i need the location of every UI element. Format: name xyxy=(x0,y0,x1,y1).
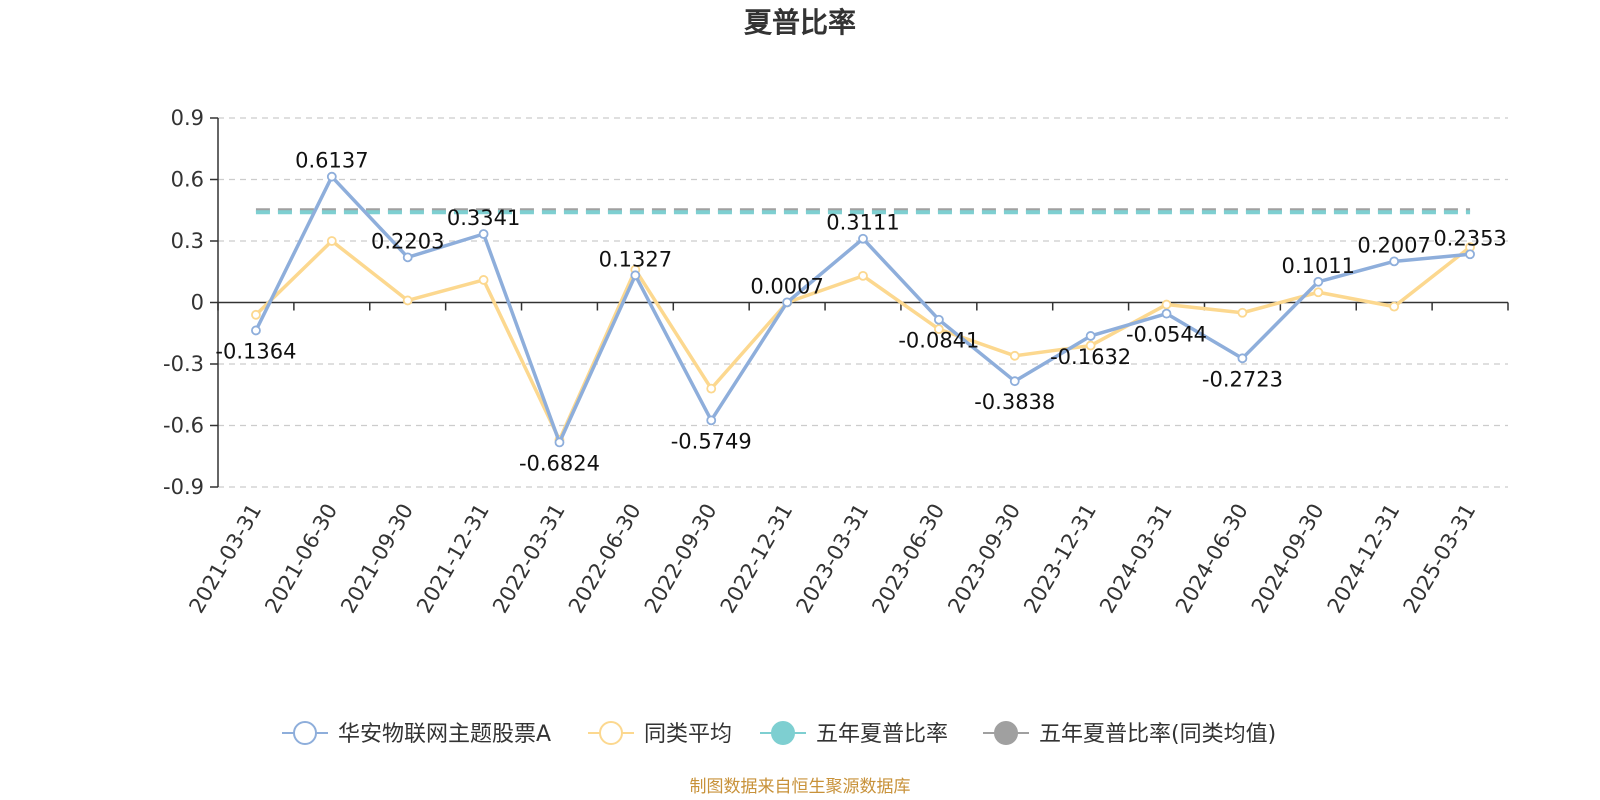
data-label: -0.1364 xyxy=(215,339,296,363)
data-label: 0.1327 xyxy=(599,247,672,271)
legend-marker xyxy=(599,721,623,745)
data-label: 0.2353 xyxy=(1433,226,1506,250)
series-1-point xyxy=(1389,301,1400,312)
axes: 0.9 0.6 0.3 0 -0.3 -0.6 -0.92021-03-312021-06-… xyxy=(163,106,1509,618)
series-1-point xyxy=(933,324,944,335)
x-tick-label: 2021-03-31 xyxy=(184,500,266,618)
series-0-point xyxy=(402,252,413,263)
series-1-point xyxy=(1161,299,1172,310)
series-1-point xyxy=(858,270,868,281)
legend-marker xyxy=(293,721,317,745)
x-tick-label: 2022-06-30 xyxy=(564,500,646,618)
series-1-point xyxy=(402,295,413,306)
series-0-point xyxy=(478,229,489,239)
x-tick-label: 2024-09-30 xyxy=(1247,500,1329,618)
series-0-point xyxy=(1161,308,1172,319)
data-label: 0.2203 xyxy=(371,229,444,253)
series-0-point xyxy=(858,233,868,244)
data-label: -0.0544 xyxy=(1126,323,1207,347)
x-tick-label: 2024-12-31 xyxy=(1323,500,1405,618)
series-1-point xyxy=(706,383,717,394)
data-label: -0.6824 xyxy=(519,451,600,475)
series-lines xyxy=(251,171,1475,448)
data-label: 0.3341 xyxy=(447,206,520,230)
data-label: -0.5749 xyxy=(671,429,752,453)
series-0-point xyxy=(933,314,944,325)
x-tick-label: 2022-12-31 xyxy=(716,500,798,618)
series-1-point xyxy=(251,309,261,320)
series-1-point xyxy=(326,236,337,246)
series-0-point xyxy=(1237,353,1248,364)
series-0-point xyxy=(1085,331,1096,341)
series-1-point xyxy=(1009,350,1020,361)
x-tick-label: 2022-09-30 xyxy=(640,500,722,618)
series-0-point xyxy=(1313,276,1324,287)
x-tick-label: 2022-03-31 xyxy=(488,500,570,618)
x-tick-label: 2021-09-30 xyxy=(336,500,418,618)
series-1-point xyxy=(1313,287,1324,298)
y-tick-label: 0 xyxy=(191,291,204,315)
series-1-point xyxy=(478,275,489,285)
series-1-point xyxy=(1237,307,1248,318)
x-tick-label: 2023-12-31 xyxy=(1019,500,1101,618)
x-tick-label: 2025-03-31 xyxy=(1399,500,1481,618)
data-label: -0.2723 xyxy=(1202,367,1283,391)
x-tick-label: 2023-06-30 xyxy=(867,500,949,618)
data-label: -0.0841 xyxy=(898,329,979,353)
series-0-point xyxy=(1465,249,1475,260)
series-0-point xyxy=(326,171,337,182)
data-label: 0.0007 xyxy=(750,274,823,298)
series-1-point xyxy=(1085,340,1096,351)
source-note: 制图数据来自恒生聚源数据库 xyxy=(690,777,911,797)
x-tick-label: 2021-12-31 xyxy=(412,500,494,618)
data-label: 0.2007 xyxy=(1357,233,1430,257)
grid xyxy=(218,117,1508,488)
data-label: 0.6137 xyxy=(295,149,368,173)
series-0-point xyxy=(1389,256,1400,267)
y-tick-label: -0.3 xyxy=(163,352,204,376)
x-tick-label: 2023-03-31 xyxy=(792,500,874,618)
data-label: -0.1632 xyxy=(1050,345,1131,369)
x-tick-label: 2021-06-30 xyxy=(260,500,342,618)
series-0-point xyxy=(251,325,261,336)
legend-label: 同类平均 xyxy=(644,722,732,747)
legend-label: 五年夏普比率 xyxy=(816,722,948,747)
data-label: 0.1011 xyxy=(1282,254,1355,278)
y-tick-label: -0.9 xyxy=(163,475,204,499)
y-tick-label: -0.6 xyxy=(163,414,204,438)
series-0-point xyxy=(554,437,565,448)
data-label: -0.3838 xyxy=(974,390,1055,414)
y-tick-label: 0.6 xyxy=(171,168,204,192)
x-tick-label: 2023-09-30 xyxy=(943,499,1025,617)
series-0-point xyxy=(1009,376,1020,387)
x-tick-label: 2024-03-31 xyxy=(1095,500,1177,618)
legend-marker xyxy=(771,721,795,745)
data-label: 0.3111 xyxy=(826,211,899,235)
legend: 华安物联网主题股票A 同类平均 五年夏普比率 五年夏普比率(同类均值) xyxy=(282,721,1276,747)
legend-label: 华安物联网主题股票A xyxy=(338,722,551,747)
series-0-point xyxy=(706,415,717,426)
chart-title: 夏普比率 xyxy=(744,6,856,39)
y-tick-label: 0.3 xyxy=(171,229,204,253)
x-tick-label: 2024-06-30 xyxy=(1171,500,1253,618)
legend-label: 五年夏普比率(同类均值) xyxy=(1039,722,1276,747)
legend-marker xyxy=(994,721,1018,745)
series-0-point xyxy=(630,270,641,281)
series-0-point xyxy=(782,297,793,308)
y-tick-label: 0.9 xyxy=(171,106,204,130)
